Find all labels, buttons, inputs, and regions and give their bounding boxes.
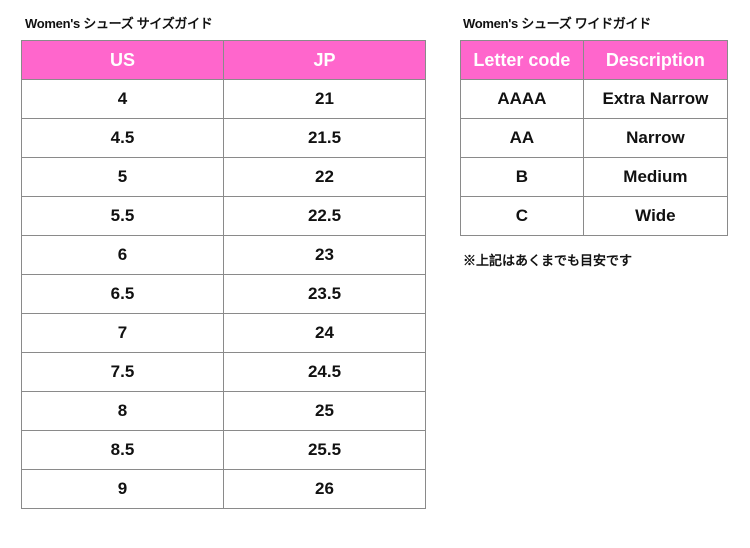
table-cell: 22 bbox=[223, 157, 426, 197]
header-jp: JP bbox=[223, 40, 426, 80]
table-row: 6.5 23.5 bbox=[21, 274, 426, 314]
table-header-row: US JP bbox=[21, 40, 426, 80]
table-cell: C bbox=[460, 196, 584, 236]
table-cell: Medium bbox=[582, 157, 729, 197]
table-row: 5 22 bbox=[21, 157, 426, 197]
table-cell: 21 bbox=[223, 79, 426, 119]
table-cell: 7.5 bbox=[21, 352, 224, 392]
table-cell: 25.5 bbox=[223, 430, 426, 470]
table-row: AA Narrow bbox=[460, 118, 729, 158]
width-guide-table: Letter code Description AAAA Extra Narrow… bbox=[460, 40, 729, 236]
table-cell: 9 bbox=[21, 469, 224, 509]
table-cell: 24 bbox=[223, 313, 426, 353]
table-cell: 4.5 bbox=[21, 118, 224, 158]
table-row: 6 23 bbox=[21, 235, 426, 275]
size-guide-table: US JP 4 21 4.5 21.5 5 22 5.5 22.5 6 23 6.5 23.5 7 24 7… bbox=[21, 40, 426, 509]
table-cell: 4 bbox=[21, 79, 224, 119]
table-row: AAAA Extra Narrow bbox=[460, 79, 729, 119]
table-row: 5.5 22.5 bbox=[21, 196, 426, 236]
table-row: 7 24 bbox=[21, 313, 426, 353]
table-cell: Extra Narrow bbox=[582, 79, 729, 119]
table-cell: AA bbox=[460, 118, 584, 158]
header-description: Description bbox=[582, 40, 729, 80]
table-cell: 24.5 bbox=[223, 352, 426, 392]
table-row: B Medium bbox=[460, 157, 729, 197]
header-letter-code: Letter code bbox=[460, 40, 584, 80]
table-cell: 26 bbox=[223, 469, 426, 509]
table-row: 4 21 bbox=[21, 79, 426, 119]
table-cell: 22.5 bbox=[223, 196, 426, 236]
table-cell: 23 bbox=[223, 235, 426, 275]
table-cell: 6 bbox=[21, 235, 224, 275]
width-guide-title: Women's シューズ ワイドガイド bbox=[463, 16, 651, 31]
table-cell: 23.5 bbox=[223, 274, 426, 314]
table-cell: B bbox=[460, 157, 584, 197]
table-cell: 5 bbox=[21, 157, 224, 197]
header-us: US bbox=[21, 40, 224, 80]
table-cell: AAAA bbox=[460, 79, 584, 119]
table-cell: Wide bbox=[582, 196, 729, 236]
table-row: 9 26 bbox=[21, 469, 426, 509]
table-cell: 25 bbox=[223, 391, 426, 431]
table-cell: 8 bbox=[21, 391, 224, 431]
table-cell: 8.5 bbox=[21, 430, 224, 470]
table-cell: 6.5 bbox=[21, 274, 224, 314]
table-cell: 7 bbox=[21, 313, 224, 353]
table-header-row: Letter code Description bbox=[460, 40, 729, 80]
table-row: C Wide bbox=[460, 196, 729, 236]
table-cell: 21.5 bbox=[223, 118, 426, 158]
table-row: 8 25 bbox=[21, 391, 426, 431]
disclaimer-note: ※上記はあくまでも目安です bbox=[463, 253, 633, 268]
table-row: 7.5 24.5 bbox=[21, 352, 426, 392]
table-row: 4.5 21.5 bbox=[21, 118, 426, 158]
table-row: 8.5 25.5 bbox=[21, 430, 426, 470]
table-cell: 5.5 bbox=[21, 196, 224, 236]
size-guide-title: Women's シューズ サイズガイド bbox=[25, 16, 213, 31]
table-cell: Narrow bbox=[582, 118, 729, 158]
